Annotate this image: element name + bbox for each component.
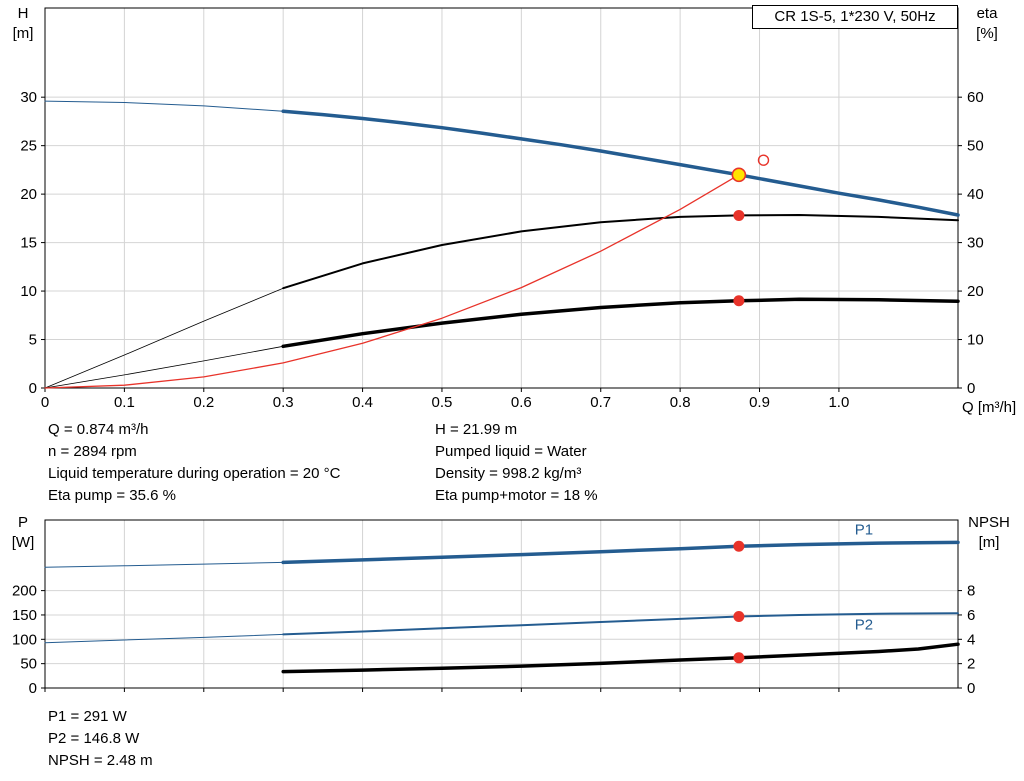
y-left-tick-label: 0 <box>29 680 37 697</box>
info-flow: Q = 0.874 m³/h <box>48 421 149 438</box>
y-left-tick-label: 10 <box>20 283 37 300</box>
eta-pump-motor-curve <box>281 297 960 349</box>
p2-curve-low-flow <box>44 633 284 644</box>
info-npsh: NPSH = 2.48 m <box>48 752 153 769</box>
y-left-tick-label: 50 <box>20 656 37 673</box>
y-left-tick-label: 0 <box>29 380 37 397</box>
p-axis-title: P [W] <box>4 513 42 553</box>
y-left-tick-label: 200 <box>12 583 37 600</box>
eta-pump-motor-point <box>733 295 745 307</box>
x-tick-label: 0.7 <box>590 394 611 411</box>
y-left-tick-label: 15 <box>20 235 37 252</box>
eta-pump-motor-curve-low-flow <box>44 345 284 389</box>
eta-axis-unit: [%] <box>976 25 998 42</box>
info-liquid-temperature: Liquid temperature during operation = 20… <box>48 465 341 482</box>
p2-label: P2 <box>855 617 873 634</box>
x-tick-label: 0.4 <box>352 394 373 411</box>
info-eta-pump: Eta pump = 35.6 % <box>48 487 176 504</box>
y-right-tick-label: 30 <box>967 235 984 252</box>
y-right-tick-label: 20 <box>967 283 984 300</box>
x-tick-label: 0.8 <box>670 394 691 411</box>
x-tick-label: 0.5 <box>432 394 453 411</box>
y-right-tick-label: 6 <box>967 607 975 624</box>
qh-eta-chart: 0 0.1 0.2 0.3 0.4 0.5 0.6 0.7 0.8 0.9 1.0 0 5 10 15 20 2… <box>20 7 984 411</box>
info-eta-pump-motor: Eta pump+motor = 18 % <box>435 487 598 504</box>
duty-point <box>731 167 747 183</box>
x-tick-label: 0.3 <box>273 394 294 411</box>
p-axis-label: P <box>17 514 28 531</box>
h-axis-unit: [m] <box>12 25 34 42</box>
y-right-tick-label: 2 <box>967 656 975 673</box>
p1-label: P1 <box>855 522 873 539</box>
x-tick-label: 1.0 <box>828 394 849 411</box>
x-tick-label: 0.6 <box>511 394 532 411</box>
duty-point-open <box>757 154 770 166</box>
operating-info-right: H = 21.99 m Pumped liquid = Water Densit… <box>435 419 598 507</box>
x-tick-label: 0.2 <box>193 394 214 411</box>
npsh-point <box>733 652 745 664</box>
plot-border <box>44 519 959 689</box>
info-p1: P1 = 291 W <box>48 708 127 725</box>
npsh-curve <box>281 642 960 674</box>
x-tick-label: 0.9 <box>749 394 770 411</box>
x-tick-label: 0.1 <box>114 394 135 411</box>
y-right-tick-label: 0 <box>967 680 975 697</box>
p2-curve <box>282 612 959 636</box>
power-info: P1 = 291 W P2 = 146.8 W NPSH = 2.48 m <box>48 706 153 772</box>
info-density: Density = 998.2 kg/m³ <box>435 465 582 482</box>
eta-pump-curve <box>282 214 959 290</box>
npsh-axis-unit: [m] <box>978 534 1000 551</box>
y-left-tick-label: 20 <box>20 186 37 203</box>
y-right-tick-label: 60 <box>967 89 984 106</box>
npsh-axis-label: NPSH <box>968 514 1010 531</box>
y-right-tick-label: 8 <box>967 583 975 600</box>
y-right-tick-label: 50 <box>967 138 984 155</box>
p2-point <box>733 611 745 623</box>
h-axis-title: H [m] <box>4 4 42 44</box>
info-speed: n = 2894 rpm <box>48 443 137 460</box>
info-p2: P2 = 146.8 W <box>48 730 140 747</box>
system-curve <box>44 174 740 389</box>
y-right-tick-label: 40 <box>967 186 984 203</box>
y-left-tick-label: 30 <box>20 89 37 106</box>
p1-point <box>733 540 745 552</box>
y-left-tick-label: 100 <box>12 631 37 648</box>
info-head: H = 21.99 m <box>435 421 518 438</box>
pump-model-title: CR 1S-5, 1*230 V, 50Hz <box>752 5 958 29</box>
x-tick-label: 0 <box>41 394 49 411</box>
plot-border <box>44 7 959 389</box>
h-axis-label: H <box>17 5 29 22</box>
eta-axis-title: eta [%] <box>962 4 1012 44</box>
qh-curve <box>281 109 960 217</box>
y-right-tick-label: 0 <box>967 380 975 397</box>
y-left-tick-label: 5 <box>29 332 37 349</box>
p1-curve-low-flow <box>44 561 284 568</box>
info-pumped-liquid: Pumped liquid = Water <box>435 443 587 460</box>
qh-curve-low-flow <box>44 100 284 112</box>
y-right-tick-label: 4 <box>967 631 975 648</box>
y-right-tick-label: 10 <box>967 332 984 349</box>
eta-axis-label: eta <box>976 5 998 22</box>
eta-pump-curve-low-flow <box>44 287 284 389</box>
eta-pump-point <box>733 209 745 221</box>
y-left-tick-label: 150 <box>12 607 37 624</box>
p1-curve <box>281 540 960 565</box>
operating-info-left: Q = 0.874 m³/h n = 2894 rpm Liquid tempe… <box>48 419 340 507</box>
power-npsh-chart: 0 50 100 150 200 0 2 4 6 8 P1 P2 <box>12 519 975 697</box>
p-axis-unit: [W] <box>11 534 35 551</box>
q-axis-title: Q [m³/h] <box>962 399 1017 416</box>
npsh-axis-title: NPSH [m] <box>958 513 1020 553</box>
y-left-tick-label: 25 <box>20 138 37 155</box>
